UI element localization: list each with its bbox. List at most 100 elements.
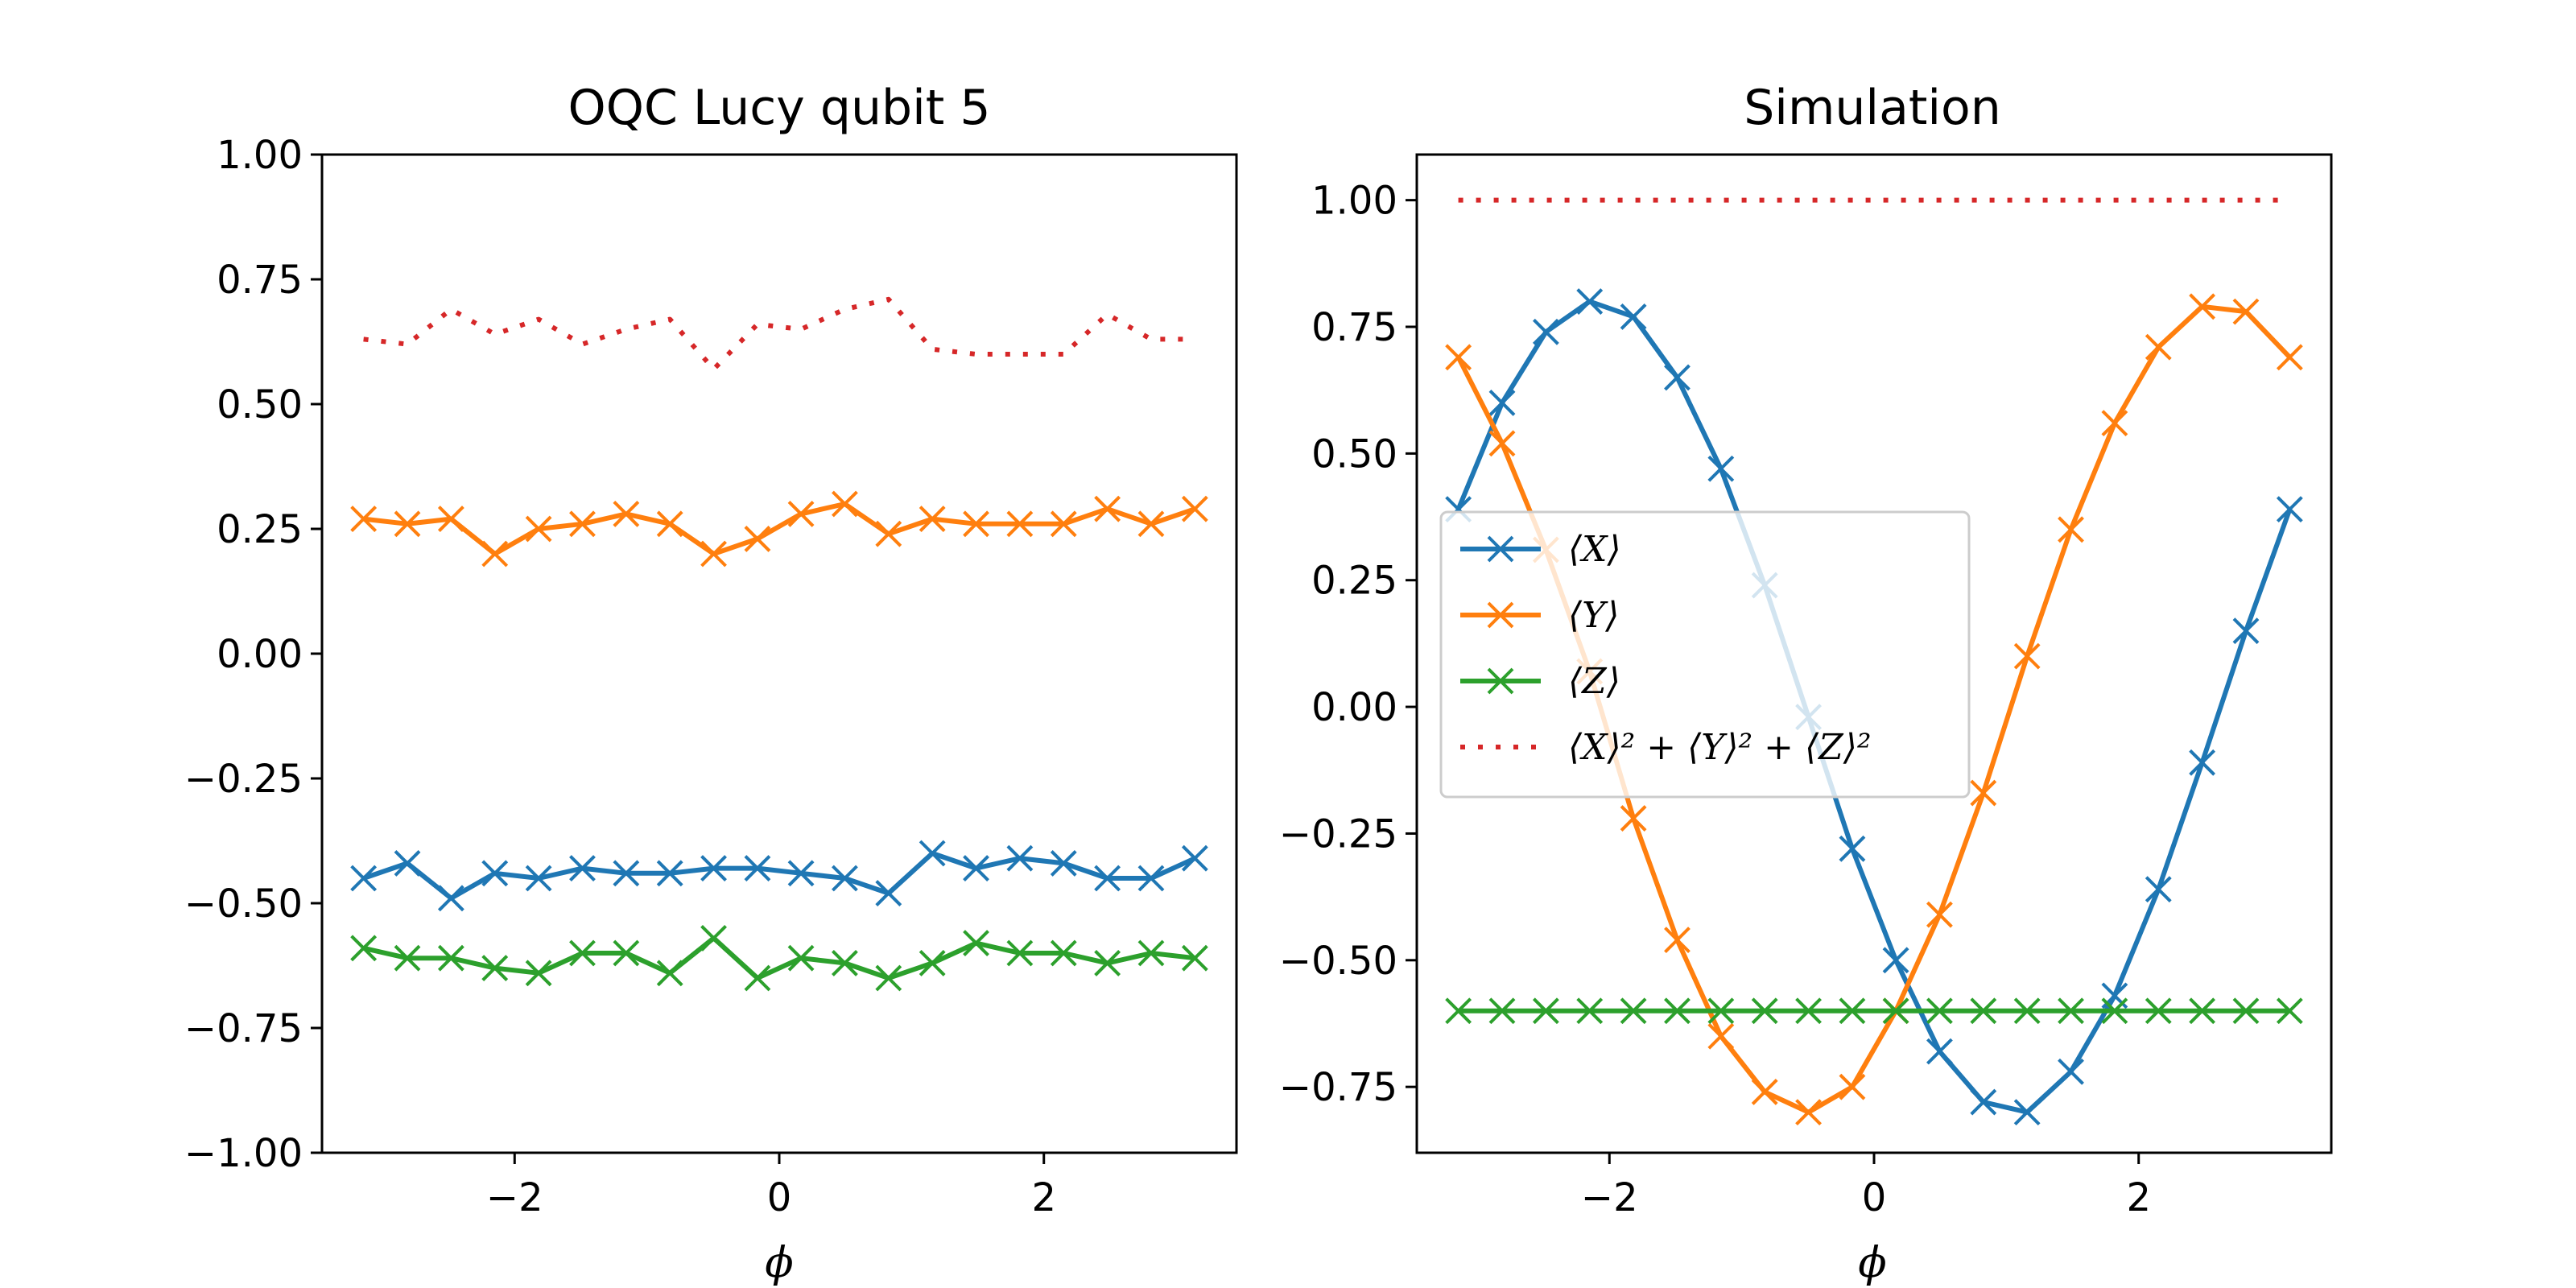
data-point-y	[2058, 516, 2084, 543]
data-point-x	[2232, 617, 2260, 645]
plot-frame	[320, 153, 1238, 1154]
data-point-z	[1970, 997, 1997, 1025]
data-point-y	[1707, 1022, 1735, 1050]
data-point-z	[2058, 997, 2084, 1025]
data-point-y	[437, 506, 464, 533]
data-point-z	[1532, 997, 1559, 1025]
data-point-y	[744, 525, 771, 552]
series-line-x	[362, 851, 1196, 901]
data-point-z	[569, 939, 596, 967]
subplot-title: Simulation	[1744, 80, 2001, 136]
data-point-y	[1137, 510, 1165, 538]
data-point-z	[1882, 997, 1909, 1025]
x-tick-label: 0	[1862, 1175, 1887, 1220]
data-point-z	[1488, 997, 1516, 1025]
data-point-z	[1181, 944, 1208, 972]
data-point-z	[1050, 939, 1077, 967]
y-tick-label: −0.50	[1279, 939, 1397, 984]
data-point-x	[1839, 835, 1866, 862]
series-line-x	[1455, 299, 2293, 1115]
y-tick-label: −0.75	[1279, 1065, 1397, 1110]
legend-label-y: ⟨Y⟩	[1568, 595, 1619, 636]
data-point-z	[1707, 997, 1735, 1025]
data-point-z	[2276, 997, 2303, 1025]
series-line-y	[363, 502, 1196, 556]
series-line-z	[362, 935, 1195, 980]
data-point-z	[1006, 939, 1034, 967]
data-point-x	[1707, 455, 1735, 482]
y-tick-label: 0.50	[1311, 431, 1397, 477]
data-point-z	[1620, 997, 1647, 1025]
data-point-x	[437, 885, 464, 912]
data-point-y	[1664, 927, 1690, 954]
data-point-x	[1532, 318, 1559, 345]
data-point-y	[569, 510, 596, 538]
y-tick-label: −1.00	[184, 1131, 303, 1176]
data-point-y	[1094, 495, 1121, 522]
data-point-x	[613, 860, 640, 887]
data-point-x	[1050, 849, 1077, 877]
data-point-y	[1926, 901, 1953, 928]
data-point-z	[394, 944, 421, 972]
data-point-z	[2013, 997, 2041, 1025]
legend-label-x-y-z: ⟨X⟩² + ⟨Y⟩² + ⟨Z⟩²	[1568, 727, 1872, 768]
data-point-z	[1445, 997, 1472, 1025]
data-point-x	[2189, 749, 2216, 776]
data-point-x	[2013, 1099, 2041, 1126]
x-tick-label: 0	[767, 1175, 792, 1220]
y-tick-label: 0.50	[217, 382, 303, 427]
data-point-x	[787, 860, 815, 887]
data-point-x	[875, 880, 902, 907]
data-point-x	[1576, 288, 1604, 315]
data-point-z	[656, 960, 683, 987]
data-point-x	[1137, 865, 1165, 892]
series-line-x-y-z	[363, 296, 1195, 372]
legend-marker-z	[1487, 667, 1514, 695]
data-point-x	[569, 855, 596, 882]
y-tick-label: 0.00	[217, 632, 303, 677]
y-tick-label: −0.25	[1279, 811, 1397, 857]
data-point-x	[2276, 496, 2303, 523]
data-point-z	[525, 960, 552, 987]
y-tick-label: 1.00	[217, 133, 303, 178]
data-point-y	[1751, 1079, 1778, 1105]
data-point-y	[875, 520, 902, 547]
legend-box	[1439, 510, 1971, 799]
subplot-title: OQC Lucy qubit 5	[568, 80, 990, 136]
data-point-x	[481, 860, 509, 887]
data-point-z	[1926, 997, 1953, 1025]
data-point-z	[350, 935, 378, 962]
data-point-z	[1137, 939, 1165, 967]
data-point-z	[2101, 997, 2128, 1025]
data-point-z	[1839, 997, 1866, 1025]
data-point-z	[875, 964, 902, 992]
y-tick-label: 0.25	[217, 507, 303, 552]
data-point-x	[1620, 303, 1647, 330]
data-point-y	[525, 515, 552, 543]
data-point-x	[1664, 364, 1690, 391]
y-tick-label: −0.50	[184, 881, 303, 927]
x-tick-label: −2	[1581, 1175, 1638, 1220]
data-point-y	[1488, 430, 1516, 457]
data-point-y	[2232, 298, 2260, 325]
data-point-x	[350, 865, 378, 892]
y-tick-label: −0.75	[184, 1006, 303, 1051]
data-point-x	[832, 865, 858, 892]
data-point-y	[919, 506, 946, 533]
data-point-y	[1445, 344, 1472, 371]
data-point-y	[1795, 1099, 1822, 1126]
data-point-y	[1006, 510, 1034, 538]
x-tick-label: 2	[1031, 1175, 1056, 1220]
data-point-z	[832, 949, 858, 976]
data-point-z	[744, 964, 771, 992]
data-point-y	[2013, 642, 2041, 670]
data-point-y	[787, 500, 815, 527]
legend-marker-x	[1487, 535, 1514, 563]
plot-frame	[1415, 153, 2333, 1154]
data-point-z	[963, 930, 989, 957]
data-point-y	[613, 500, 640, 527]
data-point-y	[2101, 410, 2128, 437]
data-point-y	[656, 510, 683, 538]
data-point-x	[656, 860, 683, 887]
legend-label-x: ⟨X⟩	[1568, 529, 1621, 570]
